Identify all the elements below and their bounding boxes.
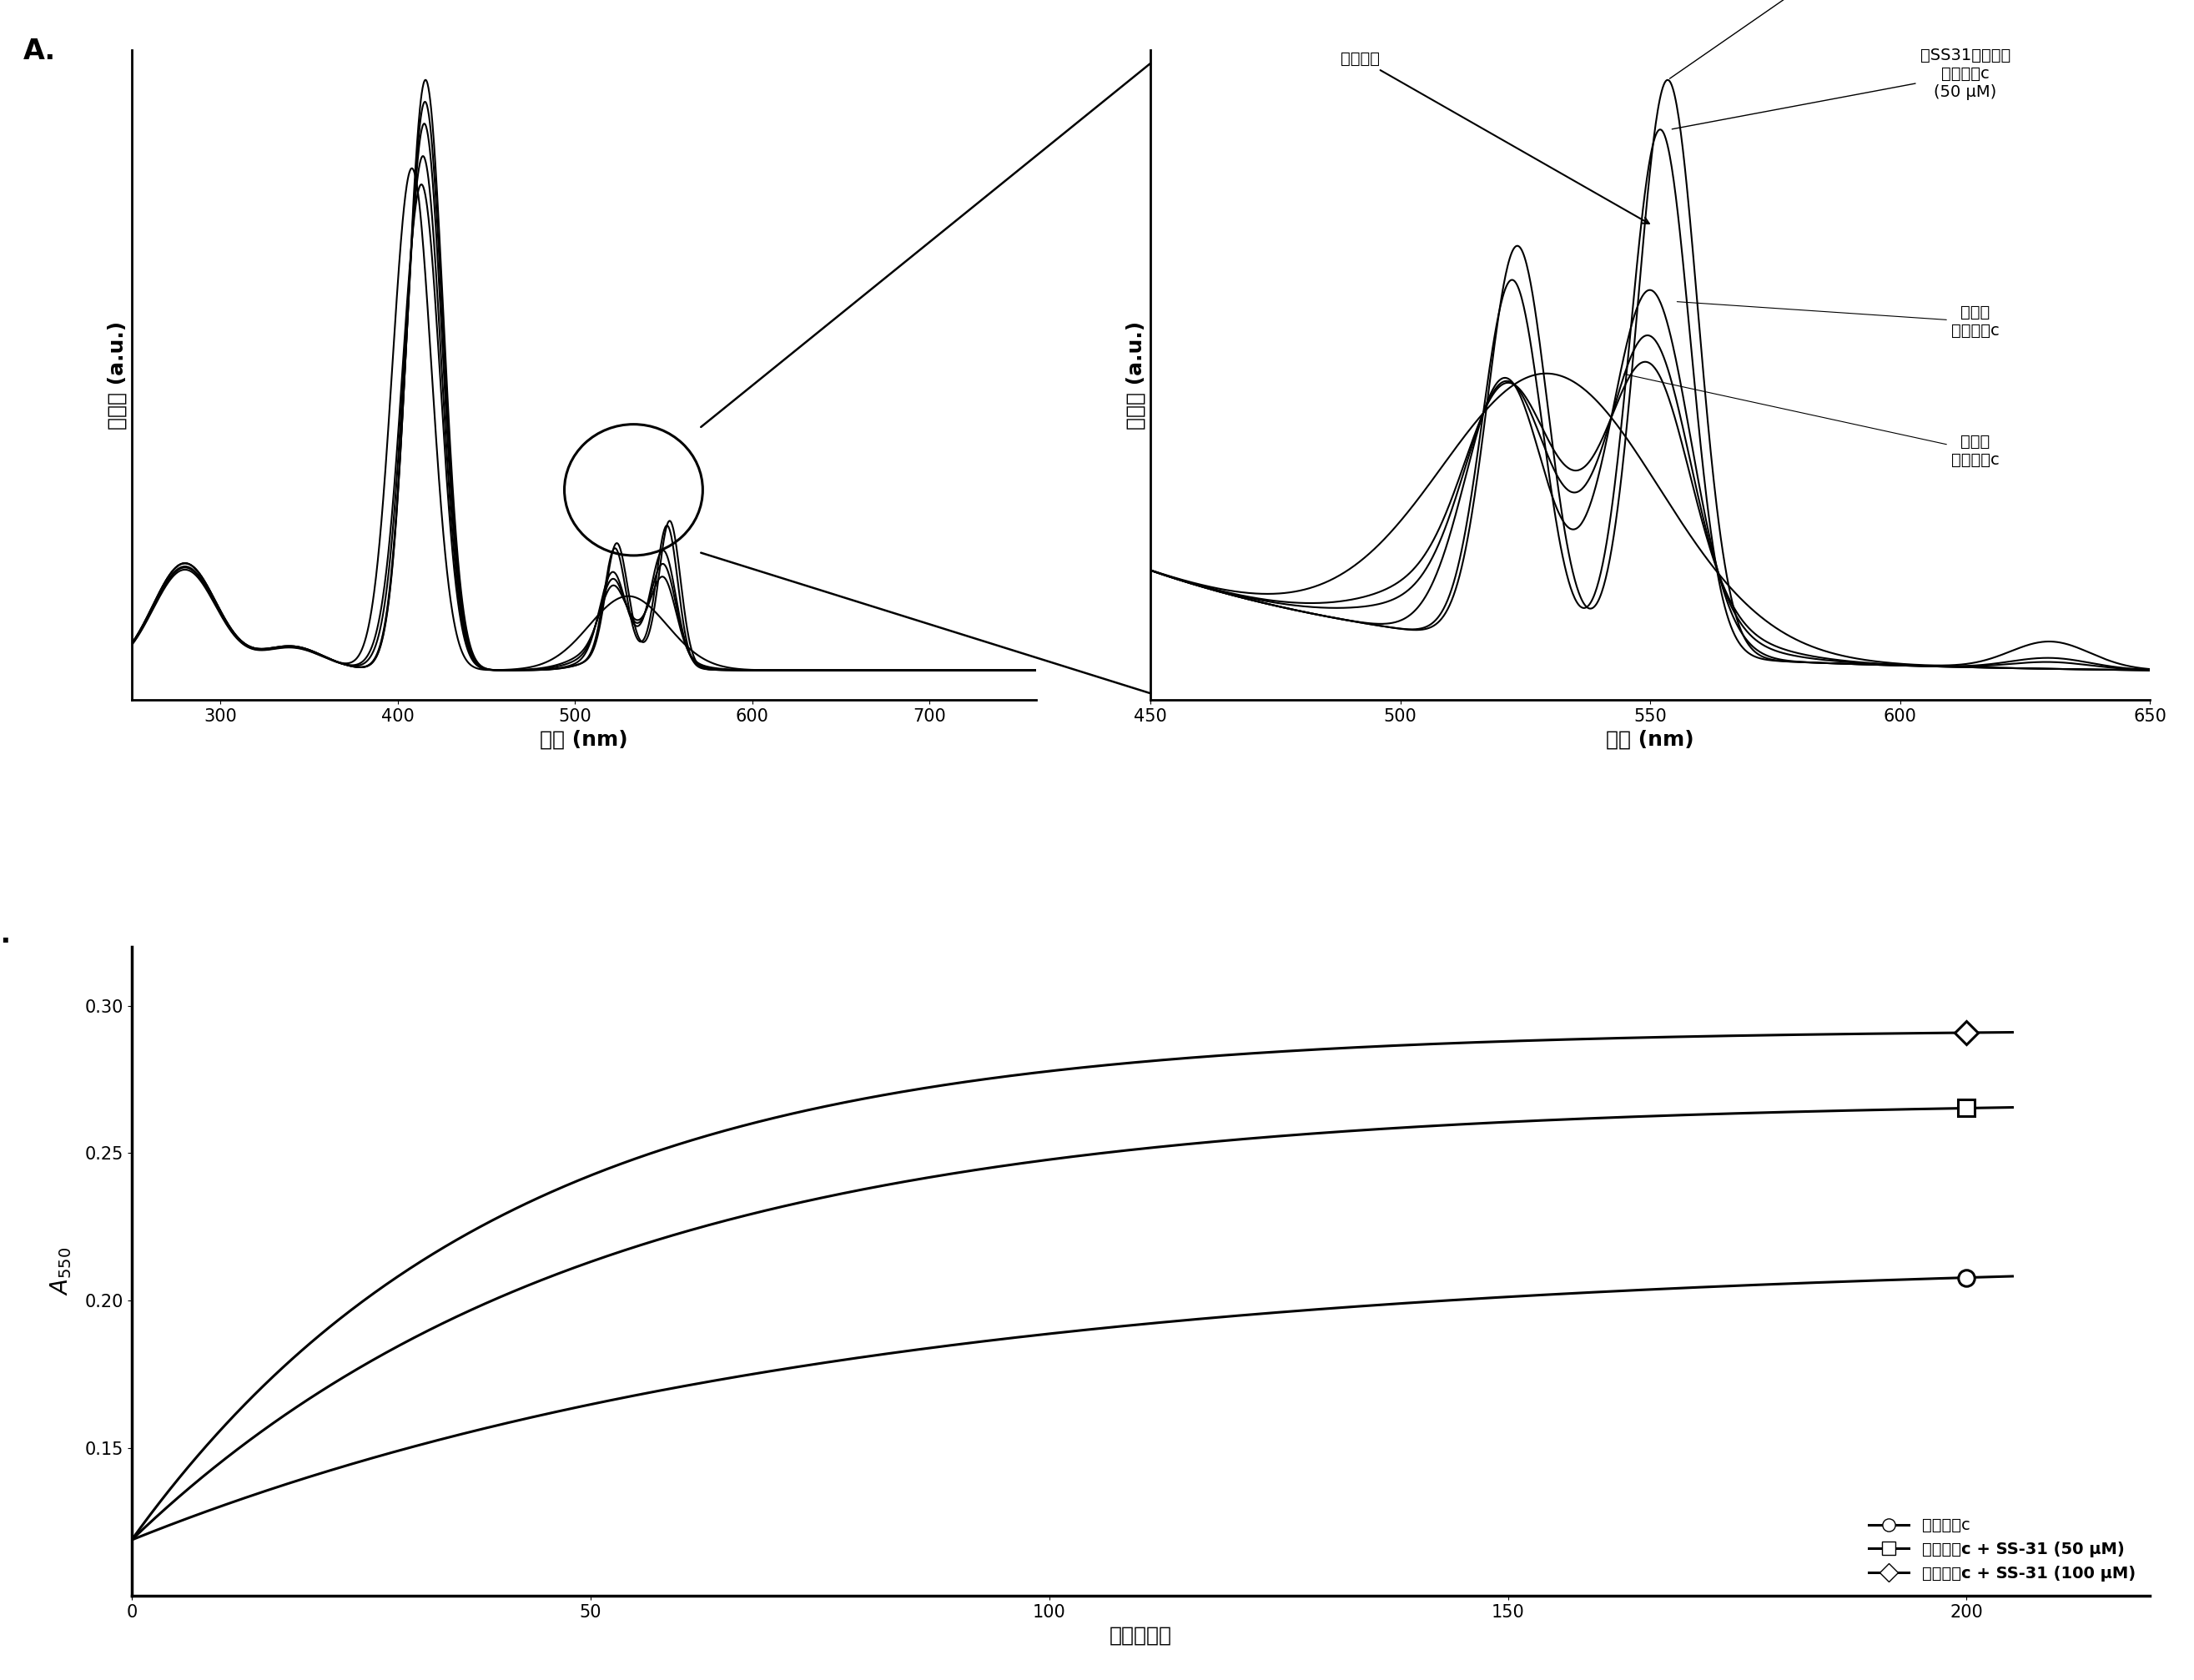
X-axis label: 时间（秒）: 时间（秒） [1110, 1626, 1172, 1645]
X-axis label: 波长 (nm): 波长 (nm) [1606, 729, 1694, 749]
Text: A.: A. [24, 37, 55, 66]
Text: 还原型
细胞色素c: 还原型 细胞色素c [1676, 302, 1999, 339]
Text: 用SS31的还原型
细胞色素c (100 μM): 用SS31的还原型 细胞色素c (100 μM) [1670, 0, 2014, 79]
Text: 用SS31的还原型
细胞色素c
(50 μM): 用SS31的还原型 细胞色素c (50 μM) [1672, 47, 2010, 129]
X-axis label: 波长 (nm): 波长 (nm) [540, 729, 627, 749]
Text: B.: B. [0, 921, 11, 948]
Y-axis label: 光吸收 (a.u.): 光吸收 (a.u.) [108, 321, 127, 430]
Y-axis label: $A_{550}$: $A_{550}$ [48, 1247, 72, 1295]
Text: 氧化型
细胞色素c: 氧化型 细胞色素c [1624, 375, 1999, 467]
Y-axis label: 光吸收 (a.u.): 光吸收 (a.u.) [1126, 321, 1145, 430]
Legend: 细胞色素c, 细胞色素c + SS-31 (50 μM), 细胞色素c + SS-31 (100 μM): 细胞色素c, 细胞色素c + SS-31 (50 μM), 细胞色素c + SS… [1863, 1510, 2141, 1588]
Text: 谱重转移: 谱重转移 [1341, 50, 1650, 223]
